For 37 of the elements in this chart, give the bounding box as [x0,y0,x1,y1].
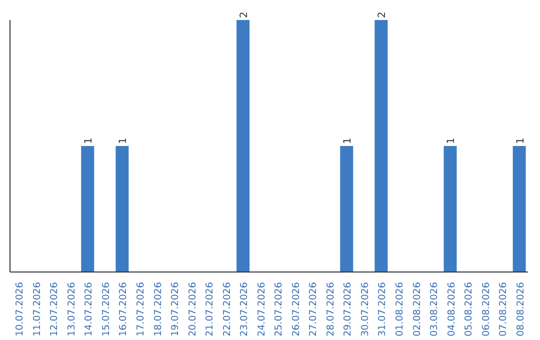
x-tick-label: 01.08.2026 [394,282,406,336]
x-tick-label: 23.07.2026 [239,282,250,336]
x-tick-label: 02.08.2026 [412,282,423,336]
x-tick-label: 13.07.2026 [66,282,78,336]
x-tick-label: 17.07.2026 [136,282,146,336]
x-tick-label: 16.07.2026 [118,282,130,336]
x-tick-label: 19.07.2026 [170,282,182,336]
x-tick-label: 18.07.2026 [152,282,164,336]
x-tick-label: 21.07.2026 [204,282,216,336]
x-tick-label: 11.07.2026 [32,282,43,336]
x-tick-label: 26.07.2026 [290,282,302,336]
x-tick-label: 22.07.2026 [222,282,233,336]
data-label: 1 [446,138,458,144]
x-tick-label: 29.07.2026 [342,282,354,336]
data-label: 2 [239,12,250,18]
x-tick-label: 31.07.2026 [377,282,388,336]
x-tick-label: 20.07.2026 [187,282,198,336]
x-tick-label: 24.07.2026 [256,282,268,336]
x-tick-label: 28.07.2026 [325,282,336,336]
x-tick-label: 05.08.2026 [464,282,475,336]
data-label: 1 [515,138,526,144]
data-label: 1 [342,138,354,144]
x-tick-label: 08.08.2026 [515,282,526,336]
x-tick-label: 03.08.2026 [429,282,440,336]
x-tick-label: 12.07.2026 [49,282,60,336]
data-label: 2 [377,12,388,18]
x-tick-label: 14.07.2026 [84,282,95,336]
x-tick-label: 27.07.2026 [308,282,320,336]
data-label: 1 [118,138,130,144]
x-tick-label: 04.08.2026 [446,282,458,336]
x-tick-label: 07.08.2026 [498,282,510,336]
x-tick-label: 15.07.2026 [100,282,112,336]
x-tick-label: 30.07.2026 [360,282,371,336]
x-tick-label: 10.07.2026 [14,282,26,336]
x-tick-label: 25.07.2026 [274,282,285,336]
x-tick-label: 06.08.2026 [480,282,492,336]
data-label: 1 [84,138,95,144]
